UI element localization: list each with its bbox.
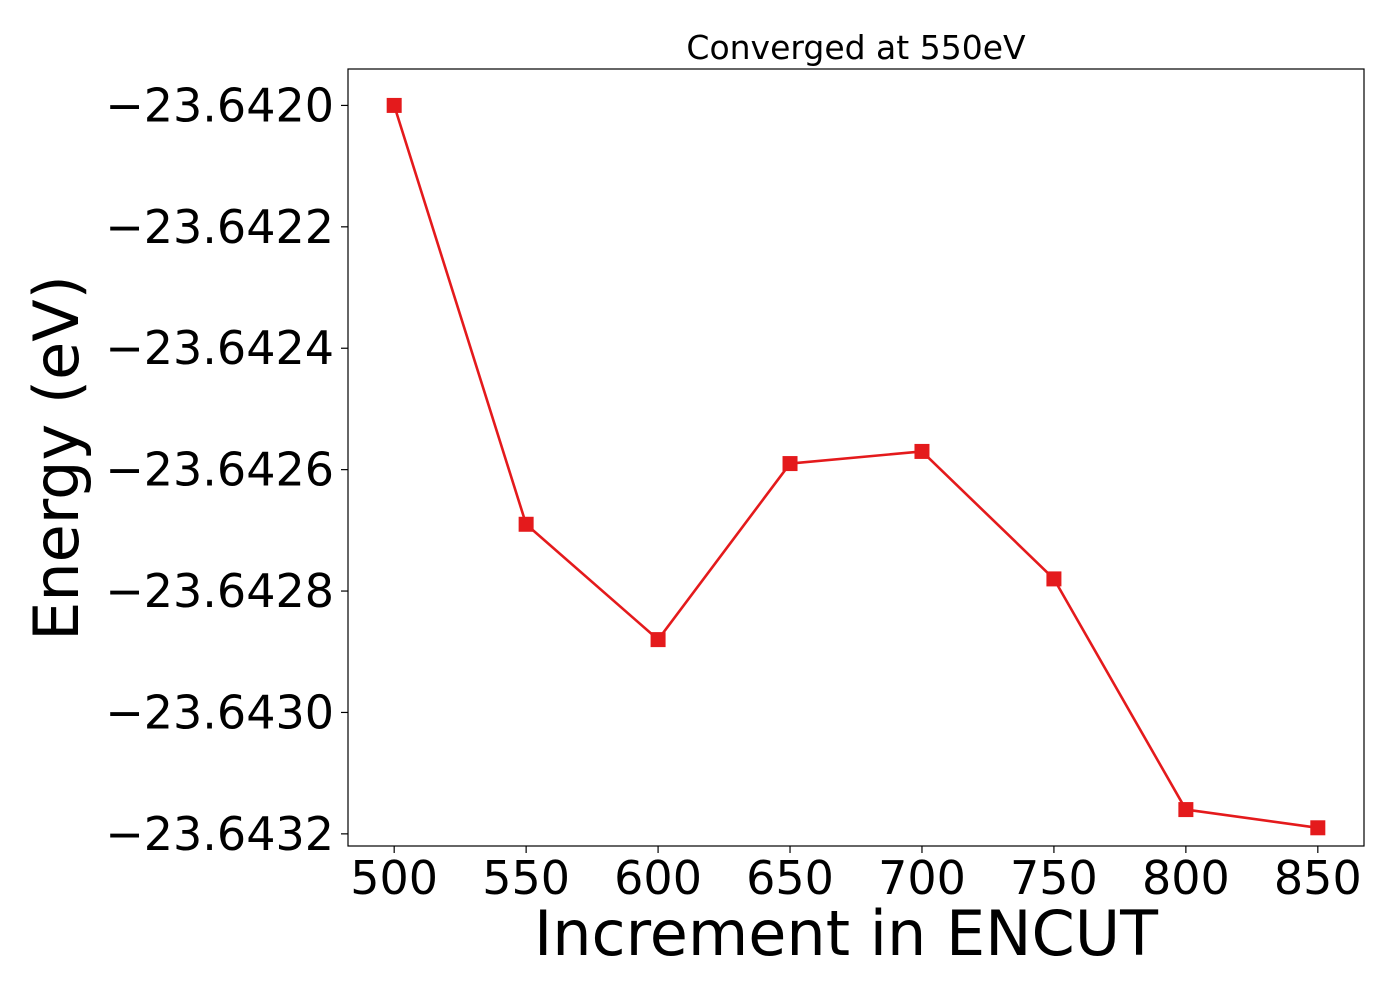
y-tick-label: −23.6428	[105, 564, 334, 618]
x-tick-label: 700	[878, 851, 966, 905]
series-layer	[386, 97, 1326, 836]
data-point-marker	[518, 516, 534, 532]
y-tick-label: −23.6432	[105, 807, 334, 861]
x-tick-label: 550	[482, 851, 570, 905]
y-tick-label: −23.6424	[105, 321, 334, 375]
x-tick-label: 600	[614, 851, 702, 905]
x-tick-label: 850	[1274, 851, 1362, 905]
data-point-marker	[1178, 802, 1194, 818]
data-point-marker	[1310, 820, 1326, 836]
y-tick-label: −23.6430	[105, 685, 334, 739]
plot-frame	[347, 68, 1365, 847]
x-tick-label: 650	[746, 851, 834, 905]
x-tick-label: 750	[1010, 851, 1098, 905]
y-tick-label: −23.6422	[105, 200, 334, 254]
data-point-marker	[1046, 571, 1062, 587]
y-axis-ticks: −23.6420 −23.6422 −23.6424 −23.6426 −23.6428…	[105, 78, 348, 861]
data-point-marker	[386, 97, 402, 113]
x-axis-ticks: 500 550 600 650 700 750 800 850	[350, 846, 1362, 905]
data-point-marker	[782, 456, 798, 472]
x-tick-label: 800	[1142, 851, 1230, 905]
chart-title: Converged at 550eV	[686, 28, 1026, 67]
y-tick-label: −23.6426	[105, 443, 334, 497]
data-point-marker	[650, 632, 666, 648]
x-axis-label: Increment in ENCUT	[534, 897, 1159, 970]
y-axis-label: Energy (eV)	[20, 275, 93, 641]
y-tick-label: −23.6420	[105, 78, 334, 132]
x-tick-label: 500	[350, 851, 438, 905]
data-point-marker	[914, 443, 930, 459]
series-line	[392, 105, 1318, 830]
